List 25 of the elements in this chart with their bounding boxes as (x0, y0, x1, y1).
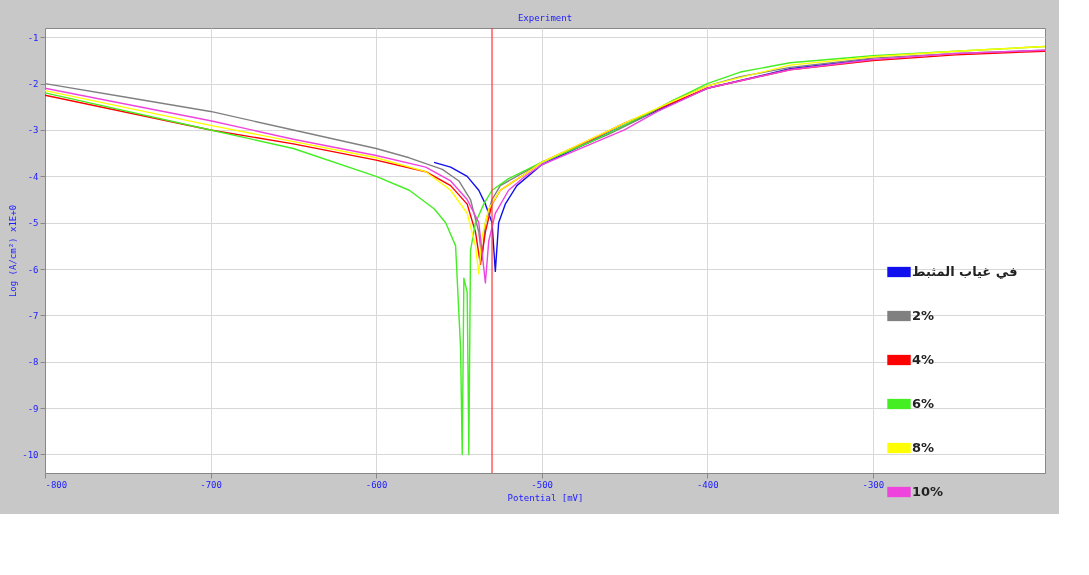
x-tick-label: -400 (696, 479, 719, 490)
y-tick-label: -10 (22, 449, 39, 460)
legend-label: 8% (912, 440, 935, 455)
x-tick-label: -300 (862, 479, 885, 490)
y-tick-label: -5 (27, 218, 39, 229)
x-tick-label: -600 (365, 479, 388, 490)
y-tick-label: -4 (27, 171, 39, 182)
y-tick-label: -2 (27, 79, 39, 90)
legend-label: 2% (912, 308, 935, 323)
y-tick-label: -9 (27, 403, 39, 414)
x-axis-title: Potential [mV] (507, 492, 584, 503)
y-tick-label: -1 (27, 32, 39, 43)
legend-label: 6% (912, 396, 935, 411)
y-tick-label: -6 (27, 264, 39, 275)
y-tick-label: -3 (27, 125, 39, 136)
legend-label: 4% (912, 352, 935, 367)
y-axis-title: Log (A/cm²) x1E+0 (8, 204, 19, 298)
y-tick-label: -8 (27, 357, 39, 368)
x-tick-label: -800 (45, 479, 68, 490)
legend-label: 10% (912, 484, 944, 499)
x-tick-label: -700 (200, 479, 222, 490)
y-tick-label: -7 (27, 310, 39, 321)
x-tick-label: -500 (531, 479, 554, 490)
legend-label: في غياب المثبط (912, 264, 1018, 279)
chart-title: Experiment (517, 13, 573, 24)
